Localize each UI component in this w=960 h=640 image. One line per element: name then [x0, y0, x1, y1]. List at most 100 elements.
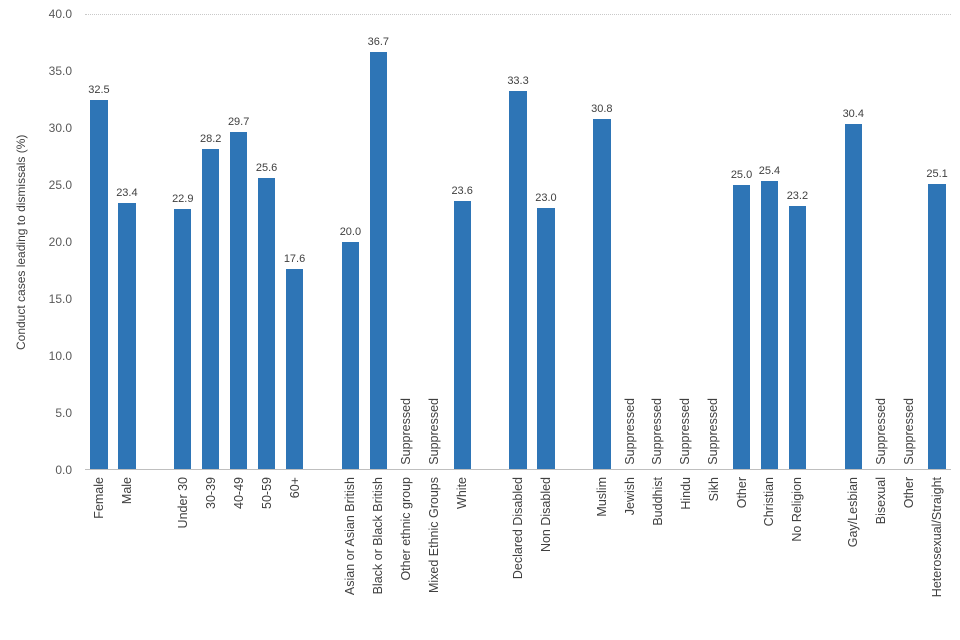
suppressed-label: Suppressed	[399, 398, 414, 465]
y-tick-label: 25.0	[48, 178, 72, 192]
y-tick-label: 0.0	[55, 463, 72, 477]
category-slot: 22.9 Under 30	[169, 15, 197, 529]
group-spacer	[476, 15, 504, 469]
category-label: Jewish	[622, 477, 637, 516]
category-slot: 30.8 Muslim	[588, 15, 616, 517]
bar	[509, 91, 527, 469]
category-label: Mixed Ethnic Groups	[426, 477, 441, 594]
category-slot: 30.4 Gay/Lesbian	[839, 15, 867, 547]
category-label: Sikh	[706, 477, 721, 502]
category-label: Heterosexual/Straight	[929, 477, 944, 598]
bar	[760, 180, 779, 469]
category-label: Declared Disabled	[510, 477, 525, 580]
category-label: Male	[119, 477, 134, 505]
category-slot: Suppressed Sikh	[700, 15, 728, 501]
bar-value-label: 20.0	[339, 226, 362, 238]
group-spacer	[141, 15, 169, 469]
group-spacer	[309, 15, 337, 469]
category-slot: 17.6 60+	[281, 15, 309, 498]
bar	[537, 207, 555, 469]
category-slot: 23.0 Non Disabled	[532, 15, 560, 552]
category-slot: 28.2 30-39	[197, 15, 225, 509]
category-slot: Suppressed Buddhist	[644, 15, 672, 525]
bar	[341, 242, 360, 469]
bar-value-label: 29.7	[227, 115, 250, 128]
plot-area: 32.5 Female 23.4 Male 22.9 Under 30 28.2 30-39 2…	[85, 14, 951, 598]
bar	[118, 203, 136, 469]
bar-value-label: 23.2	[786, 189, 809, 202]
category-label: Black or Black British	[371, 477, 386, 595]
category-label: 40-49	[231, 477, 246, 509]
bar-value-label: 23.0	[535, 191, 557, 204]
bar-value-label: 23.4	[116, 187, 138, 200]
bar-value-label: 32.5	[88, 84, 110, 97]
bar	[202, 148, 220, 469]
suppressed-label: Suppressed	[622, 398, 637, 465]
y-axis: 0.0 5.0 10.0 15.0 20.0 25.0 30.0 35.0 40.0	[0, 8, 78, 476]
bar	[285, 269, 304, 469]
category-slot: 23.4 Male	[113, 15, 141, 504]
y-tick-label: 15.0	[48, 292, 72, 306]
category-label: Asian or Asian British	[343, 477, 358, 596]
category-label: No Religion	[790, 477, 805, 542]
category-label: White	[454, 477, 469, 509]
bar-value-label: 28.2	[200, 132, 222, 145]
y-tick-label: 35.0	[48, 64, 72, 78]
category-label: Non Disabled	[538, 477, 553, 553]
category-label: 30-39	[203, 477, 218, 509]
y-tick-label: 5.0	[55, 406, 72, 420]
category-slot: 25.6 50-59	[253, 15, 281, 509]
bar	[844, 123, 862, 469]
category-label: Bisexual	[873, 477, 888, 525]
bar	[257, 178, 276, 469]
category-label: Christian	[762, 477, 777, 527]
suppressed-label: Suppressed	[678, 398, 693, 465]
bar-value-label: 36.7	[367, 36, 390, 49]
bar	[174, 209, 192, 469]
bar-value-label: 33.3	[507, 75, 529, 88]
category-slot: 33.3 Declared Disabled	[504, 15, 532, 580]
category-slot: 32.5 Female	[85, 15, 113, 519]
bar-value-label: 30.4	[842, 107, 864, 120]
bar	[369, 52, 387, 469]
y-tick-label: 30.0	[48, 121, 72, 135]
category-label: 60+	[287, 477, 302, 499]
category-slot: Suppressed Hindu	[672, 15, 700, 509]
bar-value-label: 25.0	[730, 169, 753, 182]
category-slot: 36.7 Black or Black British	[364, 15, 392, 594]
category-label: Muslim	[594, 477, 609, 517]
category-slot: 20.0 Asian or Asian British	[336, 15, 364, 596]
suppressed-label: Suppressed	[650, 398, 665, 465]
suppressed-label: Suppressed	[901, 398, 916, 465]
category-slot: Suppressed Other	[895, 15, 923, 508]
y-tick-label: 40.0	[48, 7, 72, 21]
bar-value-label: 23.6	[451, 185, 473, 198]
bar-value-label: 22.9	[172, 193, 194, 206]
category-slot: 25.0 Other	[728, 15, 756, 509]
bar	[732, 185, 751, 469]
category-label: Female	[91, 477, 106, 519]
category-slot: 23.2 No Religion	[783, 15, 811, 541]
category-slot: 23.6 White	[448, 15, 476, 509]
category-label: Other ethnic group	[399, 477, 414, 581]
category-slot: 25.4 Christian	[756, 15, 784, 526]
category-label: Other	[734, 477, 749, 509]
bar	[593, 119, 611, 469]
category-label: Hindu	[678, 477, 693, 510]
bar	[230, 131, 248, 469]
category-label: Other	[901, 477, 916, 509]
bar-value-label: 25.1	[926, 168, 948, 181]
bar	[453, 201, 471, 469]
suppressed-label: Suppressed	[426, 398, 441, 465]
group-spacer	[560, 15, 588, 469]
bar	[928, 184, 946, 469]
bar	[788, 205, 807, 469]
group-spacer	[811, 15, 839, 469]
category-slot: 25.1 Heterosexual/Straight	[923, 15, 951, 598]
category-slot: Suppressed Mixed Ethnic Groups	[420, 15, 448, 593]
bar-value-label: 25.6	[255, 162, 278, 175]
bar	[90, 100, 108, 469]
suppressed-label: Suppressed	[873, 398, 888, 465]
category-label: Buddhist	[650, 477, 665, 526]
